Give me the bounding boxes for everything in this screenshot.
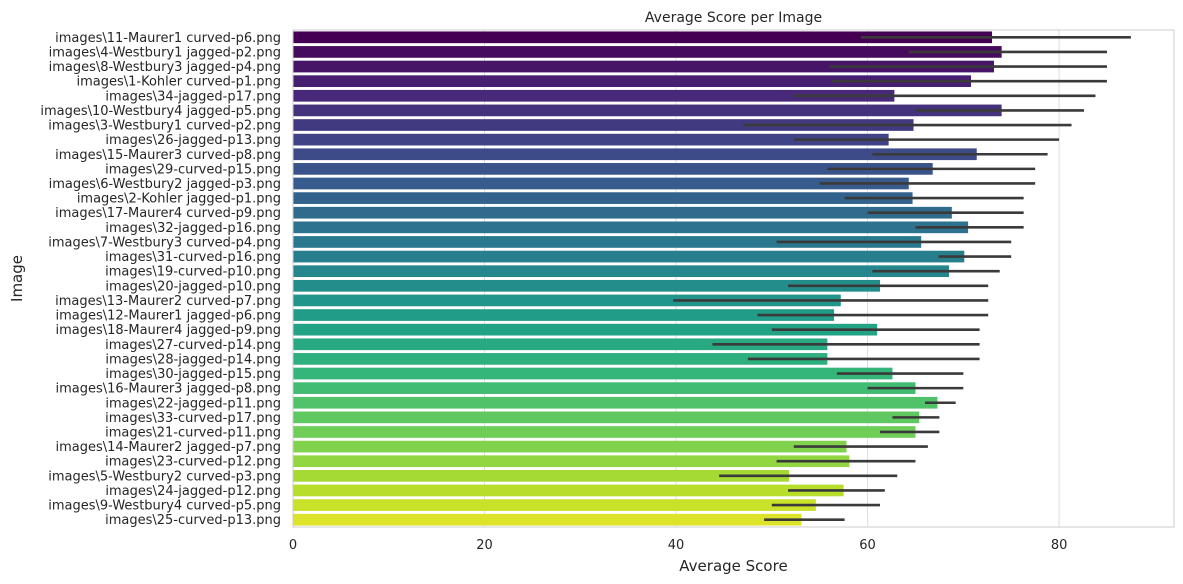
category-label: images\31-curved-p16.png	[105, 250, 281, 265]
category-label: images\5-Westbury2 curved-p3.png	[48, 469, 281, 484]
category-label: images\28-jagged-p14.png	[105, 352, 281, 367]
bar	[293, 279, 881, 292]
x-tick-label: 40	[668, 538, 685, 553]
bar	[293, 426, 916, 438]
category-label: images\10-Westbury4 jagged-p5.png	[40, 104, 281, 119]
category-label: images\2-Kohler jagged-p1.png	[77, 192, 281, 207]
category-label: images\18-Maurer4 jagged-p9.png	[55, 323, 281, 338]
category-label: images\23-curved-p12.png	[105, 455, 281, 470]
bar	[293, 265, 949, 278]
bar	[293, 469, 790, 482]
bar	[293, 236, 922, 248]
bar	[293, 46, 1002, 58]
bar	[293, 250, 965, 263]
bar	[293, 148, 977, 161]
category-label: images\16-Maurer3 jagged-p8.png	[55, 382, 281, 397]
bar	[293, 440, 847, 453]
category-label: images\22-jagged-p11.png	[105, 396, 281, 411]
category-label: images\17-Maurer4 curved-p9.png	[55, 206, 281, 221]
category-labels: images\11-Maurer1 curved-p6.pngimages\4-…	[40, 31, 281, 528]
bar	[293, 31, 993, 44]
category-label: images\9-Westbury4 curved-p5.png	[48, 499, 281, 514]
chart-title: Average Score per Image	[645, 10, 822, 26]
bar	[293, 294, 841, 307]
bar	[293, 192, 913, 204]
bar	[293, 133, 889, 146]
category-label: images\32-jagged-p16.png	[105, 221, 281, 236]
bars	[293, 31, 1002, 526]
category-label: images\11-Maurer1 curved-p6.png	[55, 31, 281, 46]
bar	[293, 338, 828, 351]
x-tick-label: 0	[289, 538, 297, 553]
category-label: images\21-curved-p11.png	[105, 425, 281, 440]
category-label: images\25-curved-p13.png	[105, 513, 281, 528]
bar	[293, 382, 916, 394]
bar	[293, 353, 828, 365]
category-label: images\13-Maurer2 curved-p7.png	[55, 294, 281, 309]
category-label: images\20-jagged-p10.png	[105, 279, 281, 294]
category-label: images\7-Westbury3 curved-p4.png	[48, 235, 281, 250]
category-label: images\14-Maurer2 jagged-p7.png	[55, 440, 281, 455]
category-label: images\27-curved-p14.png	[105, 338, 281, 353]
bar	[293, 177, 909, 190]
category-label: images\30-jagged-p15.png	[105, 367, 281, 382]
category-label: images\29-curved-p15.png	[105, 162, 281, 177]
bar	[293, 484, 844, 497]
bar	[293, 104, 1002, 117]
x-tick-label: 80	[1051, 538, 1068, 553]
x-tick-labels: 0 20 40 60 80	[289, 538, 1068, 553]
bar	[293, 221, 969, 234]
category-label: images\12-Maurer1 jagged-p6.png	[55, 309, 281, 324]
bar	[293, 396, 938, 409]
category-label: images\6-Westbury2 jagged-p3.png	[49, 177, 281, 192]
category-label: images\15-Maurer3 curved-p8.png	[55, 148, 281, 163]
bar	[293, 60, 994, 73]
bar	[293, 455, 850, 468]
category-label: images\24-jagged-p12.png	[105, 484, 281, 499]
bar	[293, 119, 914, 131]
bar	[293, 367, 893, 380]
bar	[293, 513, 802, 526]
error-bars	[673, 36, 1131, 521]
category-label: images\3-Westbury1 curved-p2.png	[48, 119, 281, 134]
category-label: images\8-Westbury3 jagged-p4.png	[49, 60, 281, 75]
x-tick-label: 60	[859, 538, 876, 553]
y-axis-label: Image	[8, 255, 26, 302]
bar	[293, 309, 835, 321]
bar	[293, 323, 878, 336]
category-label: images\19-curved-p10.png	[105, 265, 281, 280]
category-label: images\33-curved-p17.png	[105, 411, 281, 426]
plot-frame	[292, 29, 1175, 528]
x-axis-label: Average Score	[679, 557, 787, 575]
bar	[293, 499, 816, 511]
category-label: images\1-Kohler curved-p1.png	[76, 75, 281, 90]
bar	[293, 163, 933, 175]
bar	[293, 89, 895, 102]
category-label: images\4-Westbury1 jagged-p2.png	[49, 45, 281, 60]
x-tick-label: 20	[476, 538, 493, 553]
bar	[293, 75, 971, 88]
category-label: images\26-jagged-p13.png	[105, 133, 281, 148]
bar	[293, 206, 952, 219]
bar	[293, 411, 920, 424]
category-label: images\34-jagged-p17.png	[105, 89, 281, 104]
